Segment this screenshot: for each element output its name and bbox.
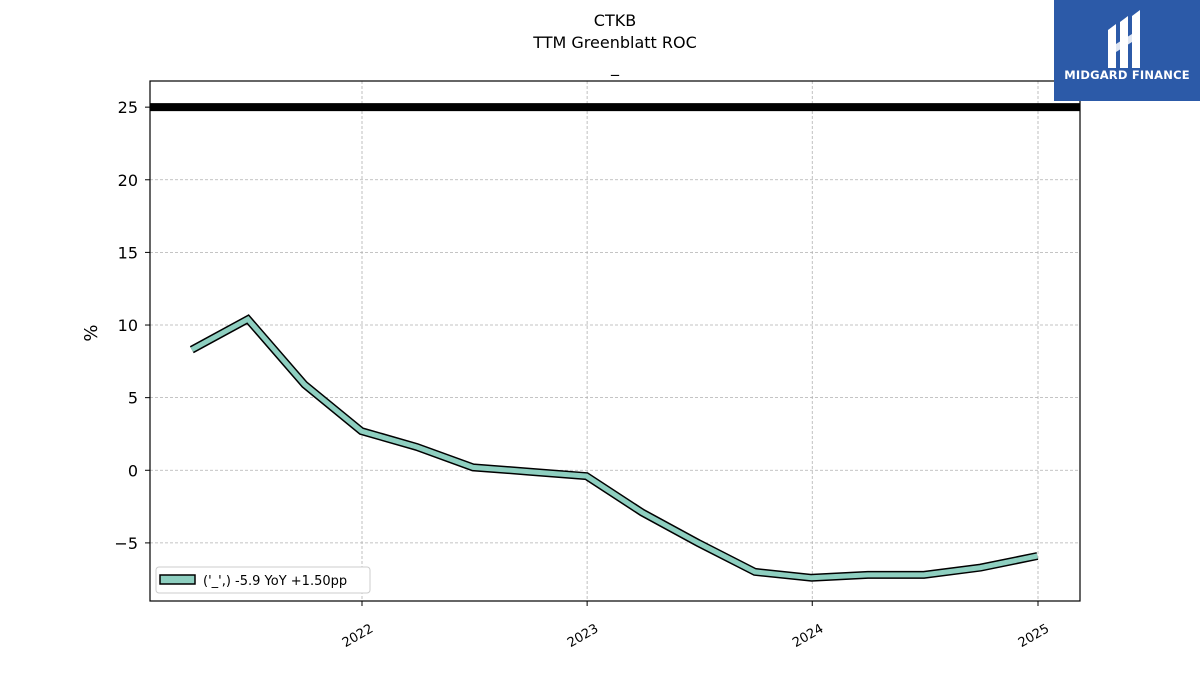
logo-mark-icon bbox=[1108, 10, 1140, 68]
x-tick-label: 2025 bbox=[1016, 621, 1052, 651]
series-line-outline bbox=[189, 314, 1039, 582]
grid-lines bbox=[150, 81, 1080, 601]
legend: ('_',) -5.9 YoY +1.50pp bbox=[155, 566, 371, 594]
y-tick-label: 10 bbox=[118, 316, 138, 335]
y-tick-label: −5 bbox=[114, 534, 138, 553]
legend-box bbox=[155, 566, 371, 594]
legend-swatch bbox=[159, 574, 196, 585]
x-tick-label: 2023 bbox=[565, 621, 601, 651]
x-tick-label: 2022 bbox=[340, 621, 376, 651]
x-tick-label: 2024 bbox=[790, 621, 826, 651]
series-line bbox=[190, 316, 1038, 581]
y-tick-label: 0 bbox=[128, 461, 138, 480]
logo-text: MIDGARD FINANCE bbox=[1064, 68, 1190, 82]
y-tick-label: 25 bbox=[118, 98, 138, 117]
brand-logo: MIDGARD FINANCE bbox=[1054, 0, 1200, 101]
y-axis-label: % bbox=[81, 324, 102, 341]
legend-label: ('_',) -5.9 YoY +1.50pp bbox=[203, 574, 347, 589]
y-tick-label: 5 bbox=[128, 389, 138, 408]
y-tick-label: 20 bbox=[118, 171, 138, 190]
chart-title: CTKB bbox=[593, 11, 637, 30]
y-tick-label: 15 bbox=[118, 243, 138, 262]
chart-subtitle: TTM Greenblatt ROC bbox=[533, 33, 697, 52]
chart-subtitle-2: _ bbox=[611, 57, 619, 76]
plot-frame bbox=[149, 80, 1081, 602]
